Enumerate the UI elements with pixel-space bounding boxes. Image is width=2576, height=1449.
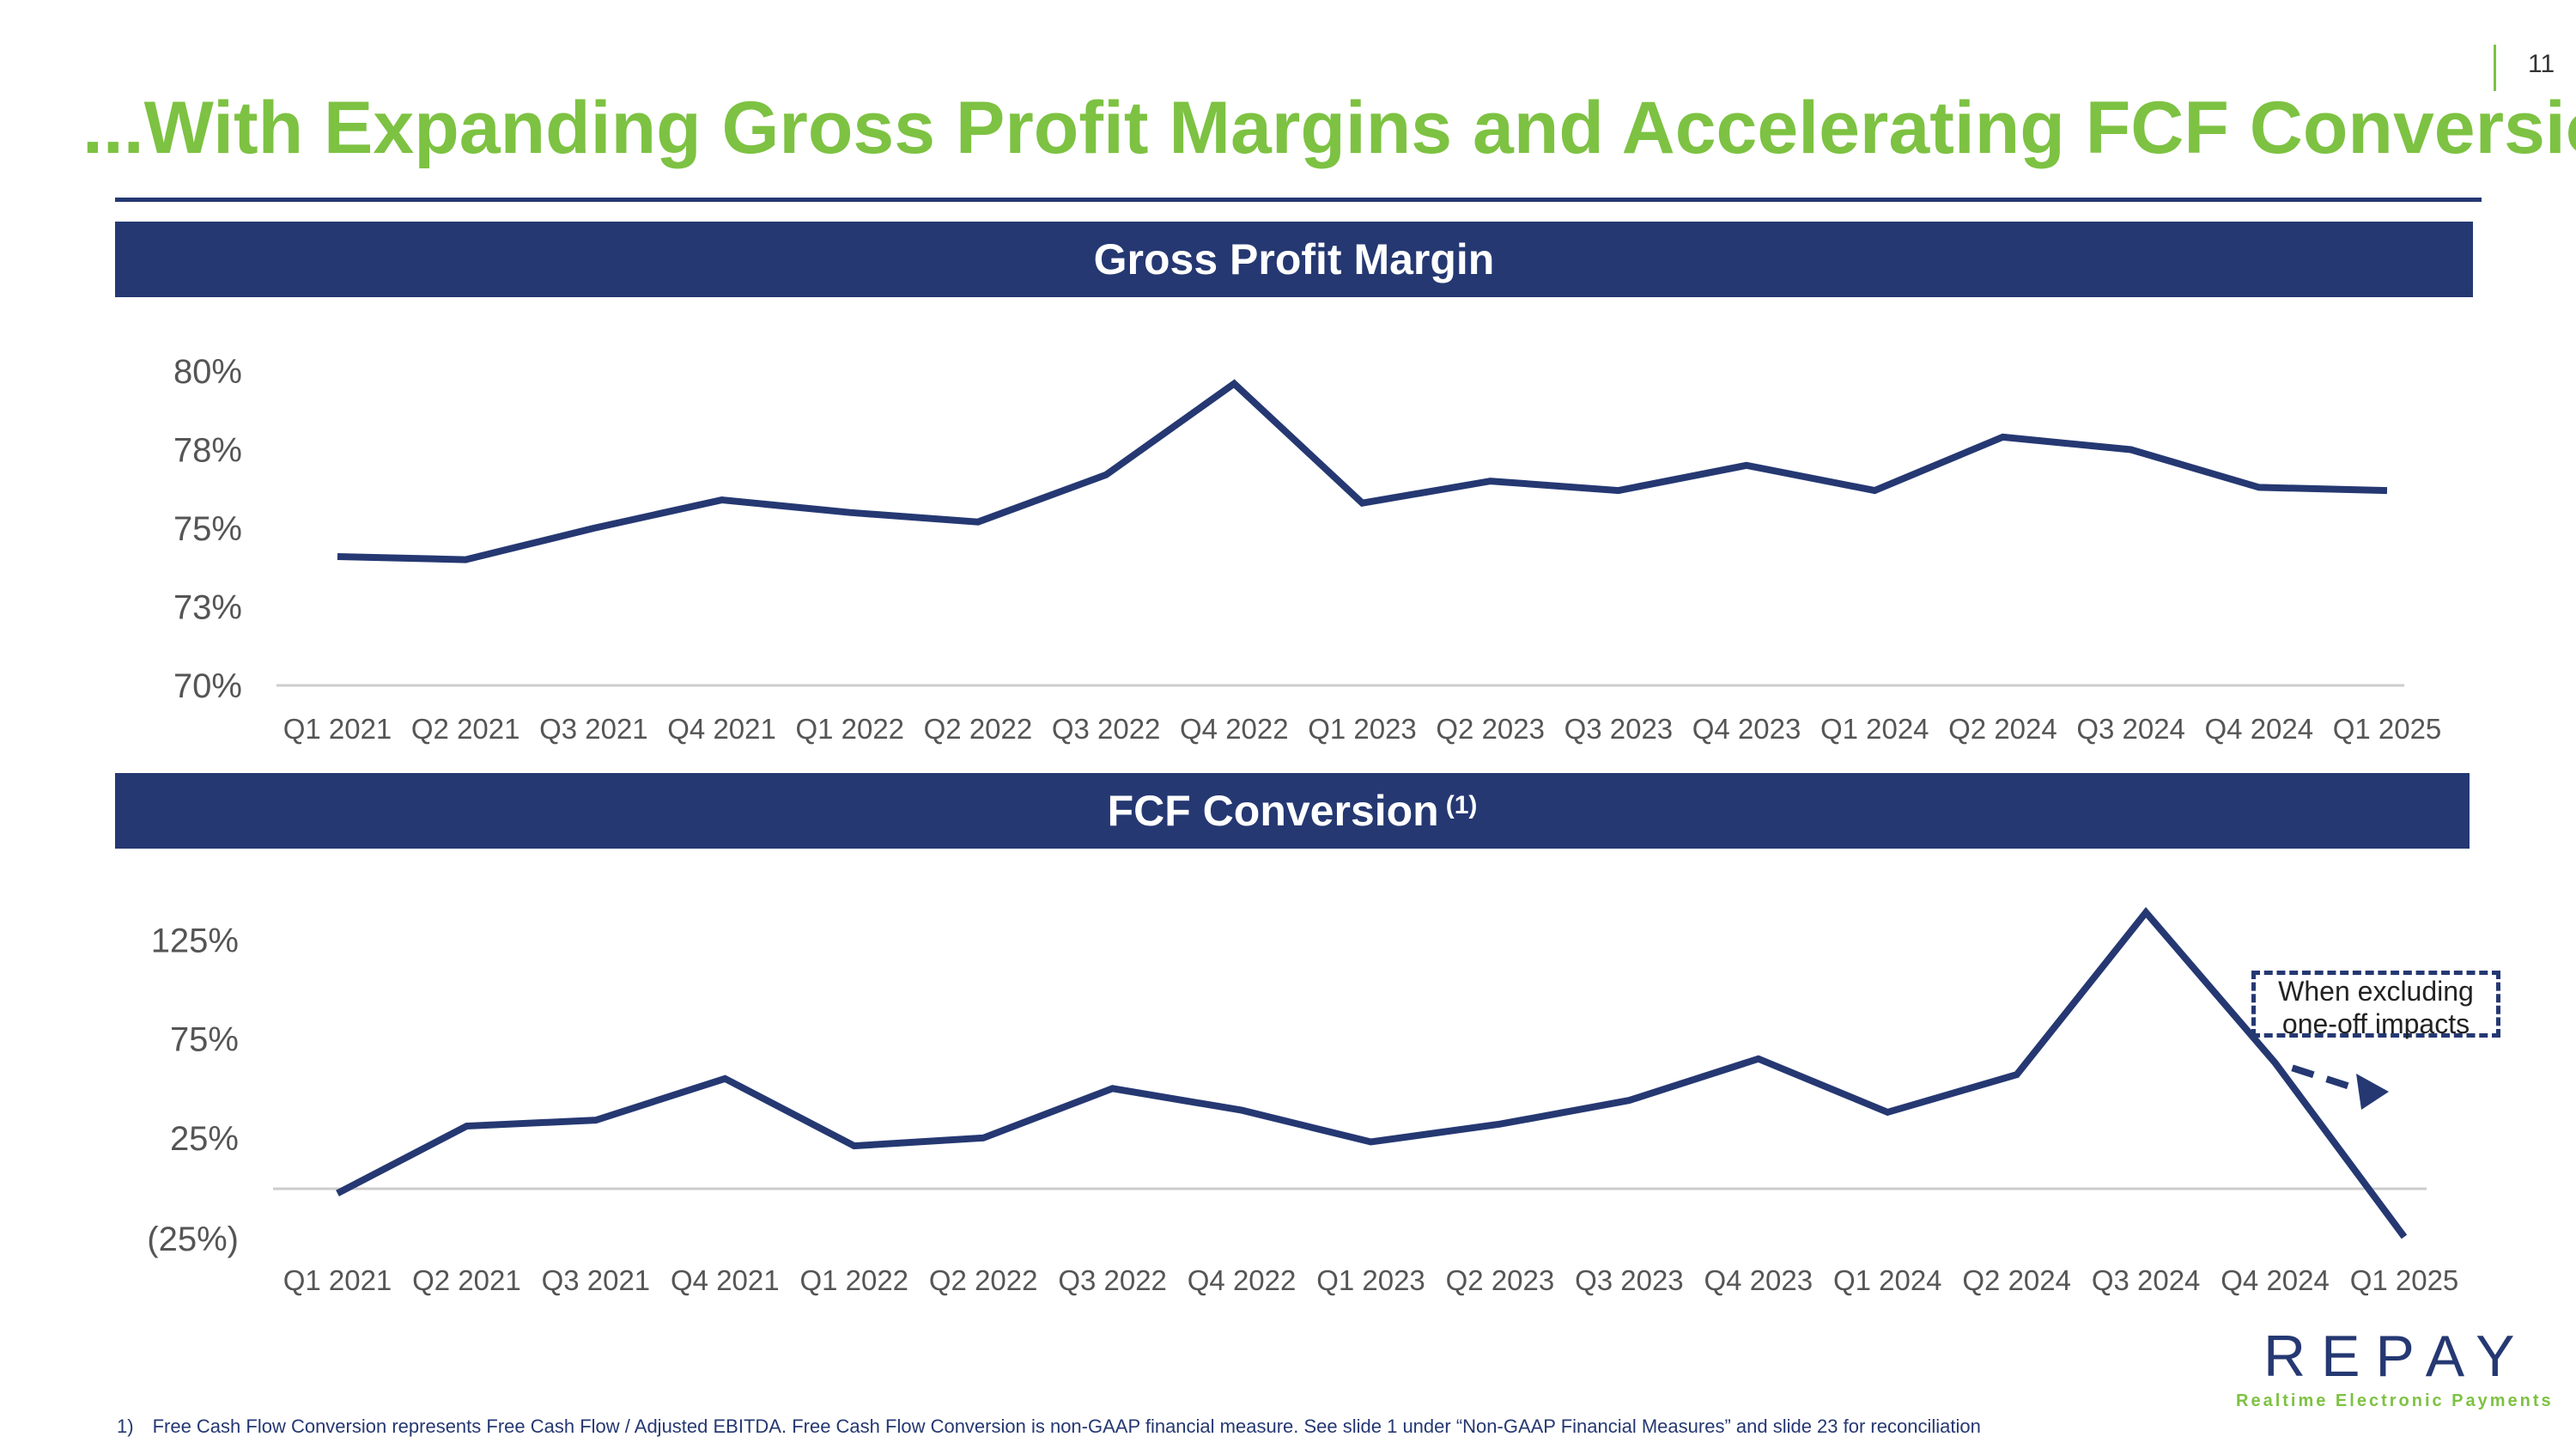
chart1-x-label: Q3 2022	[1052, 713, 1161, 745]
page-title: ...With Expanding Gross Profit Margins a…	[82, 87, 2576, 169]
gross-profit-header: Gross Profit Margin	[115, 222, 2473, 297]
chart2-x-label: Q3 2023	[1575, 1264, 1684, 1296]
chart2-y-tick: 25%	[170, 1120, 239, 1158]
chart1-x-label: Q3 2024	[2076, 713, 2185, 745]
chart2-x-label: Q4 2024	[2221, 1264, 2330, 1296]
chart1-x-label: Q1 2024	[1820, 713, 1929, 745]
gross-profit-header-label: Gross Profit Margin	[1093, 235, 1495, 283]
excluding-one-off-dashed-line	[2291, 1064, 2360, 1093]
chart2-y-tick: 75%	[170, 1021, 239, 1059]
logo-wordmark: REPAY	[2263, 1324, 2530, 1389]
chart2-x-label: Q3 2021	[542, 1264, 651, 1296]
chart1-x-label: Q1 2021	[283, 713, 392, 745]
chart1-x-label: Q2 2021	[411, 713, 520, 745]
fcf-header-footnote-ref: (1)	[1445, 791, 1478, 819]
footnote-number: 1)	[117, 1416, 134, 1437]
chart2-y-tick: 125%	[151, 922, 239, 960]
chart2-x-label: Q1 2024	[1833, 1264, 1942, 1296]
page-number-divider	[2494, 45, 2496, 91]
annotation-line-1: When excluding	[2278, 976, 2474, 1007]
chart1-y-tick: 70%	[173, 667, 242, 705]
chart2-x-label: Q4 2021	[671, 1264, 780, 1296]
chart2-y-tick: (25%)	[147, 1221, 239, 1258]
page-number: 11	[2528, 50, 2555, 78]
annotation-line-2: one-off impacts	[2281, 1008, 2470, 1039]
repay-logo: REPAY Realtime Electronic Payments	[2233, 1323, 2551, 1417]
chart1-x-label: Q4 2024	[2205, 713, 2314, 745]
chart1-x-label: Q4 2022	[1180, 713, 1289, 745]
fcf-header: FCF Conversion (1)	[115, 773, 2470, 849]
logo-tagline: Realtime Electronic Payments	[2236, 1391, 2554, 1410]
chart1-series-line	[337, 379, 2388, 563]
chart2-x-label: Q2 2022	[929, 1264, 1038, 1296]
chart1-y-tick: 75%	[173, 510, 242, 548]
chart1-x-label: Q2 2022	[924, 713, 1033, 745]
chart1-x-label: Q1 2022	[795, 713, 904, 745]
chart1-x-label: Q1 2023	[1308, 713, 1417, 745]
chart2-x-label: Q2 2024	[1962, 1264, 2071, 1296]
chart1-x-label: Q2 2023	[1436, 713, 1545, 745]
footnote-text: Free Cash Flow Conversion represents Fre…	[152, 1416, 1981, 1437]
chart2-x-label: Q3 2022	[1058, 1264, 1167, 1296]
chart2-x-label: Q1 2022	[799, 1264, 908, 1296]
chart2-x-label: Q1 2021	[283, 1264, 392, 1296]
footnote: 1) Free Cash Flow Conversion represents F…	[117, 1416, 1981, 1438]
chart1-x-label: Q4 2023	[1692, 713, 1801, 745]
fcf-header-label: FCF Conversion	[1107, 787, 1439, 835]
chart1-x-label: Q3 2021	[539, 713, 648, 745]
excluding-one-off-arrowhead	[2356, 1074, 2389, 1110]
chart1-x-label: Q4 2021	[667, 713, 776, 745]
title-divider	[115, 198, 2482, 202]
chart2-x-label: Q3 2024	[2092, 1264, 2201, 1296]
chart1-x-label: Q2 2024	[1948, 713, 2057, 745]
chart1-y-tick: 73%	[173, 589, 242, 627]
chart2-x-label: Q2 2021	[412, 1264, 521, 1296]
chart1-x-label: Q3 2023	[1564, 713, 1674, 745]
chart2-x-label: Q2 2023	[1446, 1264, 1555, 1296]
chart2-x-label: Q1 2023	[1316, 1264, 1425, 1296]
chart2-x-label: Q4 2023	[1704, 1264, 1814, 1296]
chart1-y-tick: 78%	[173, 432, 242, 470]
chart1-x-label: Q1 2025	[2333, 713, 2442, 745]
one-off-annotation-box: When excluding one-off impacts	[2251, 971, 2500, 1039]
chart2-x-label: Q1 2025	[2350, 1264, 2459, 1296]
chart1-y-tick: 80%	[173, 353, 242, 391]
chart2-x-label: Q4 2022	[1188, 1264, 1297, 1296]
